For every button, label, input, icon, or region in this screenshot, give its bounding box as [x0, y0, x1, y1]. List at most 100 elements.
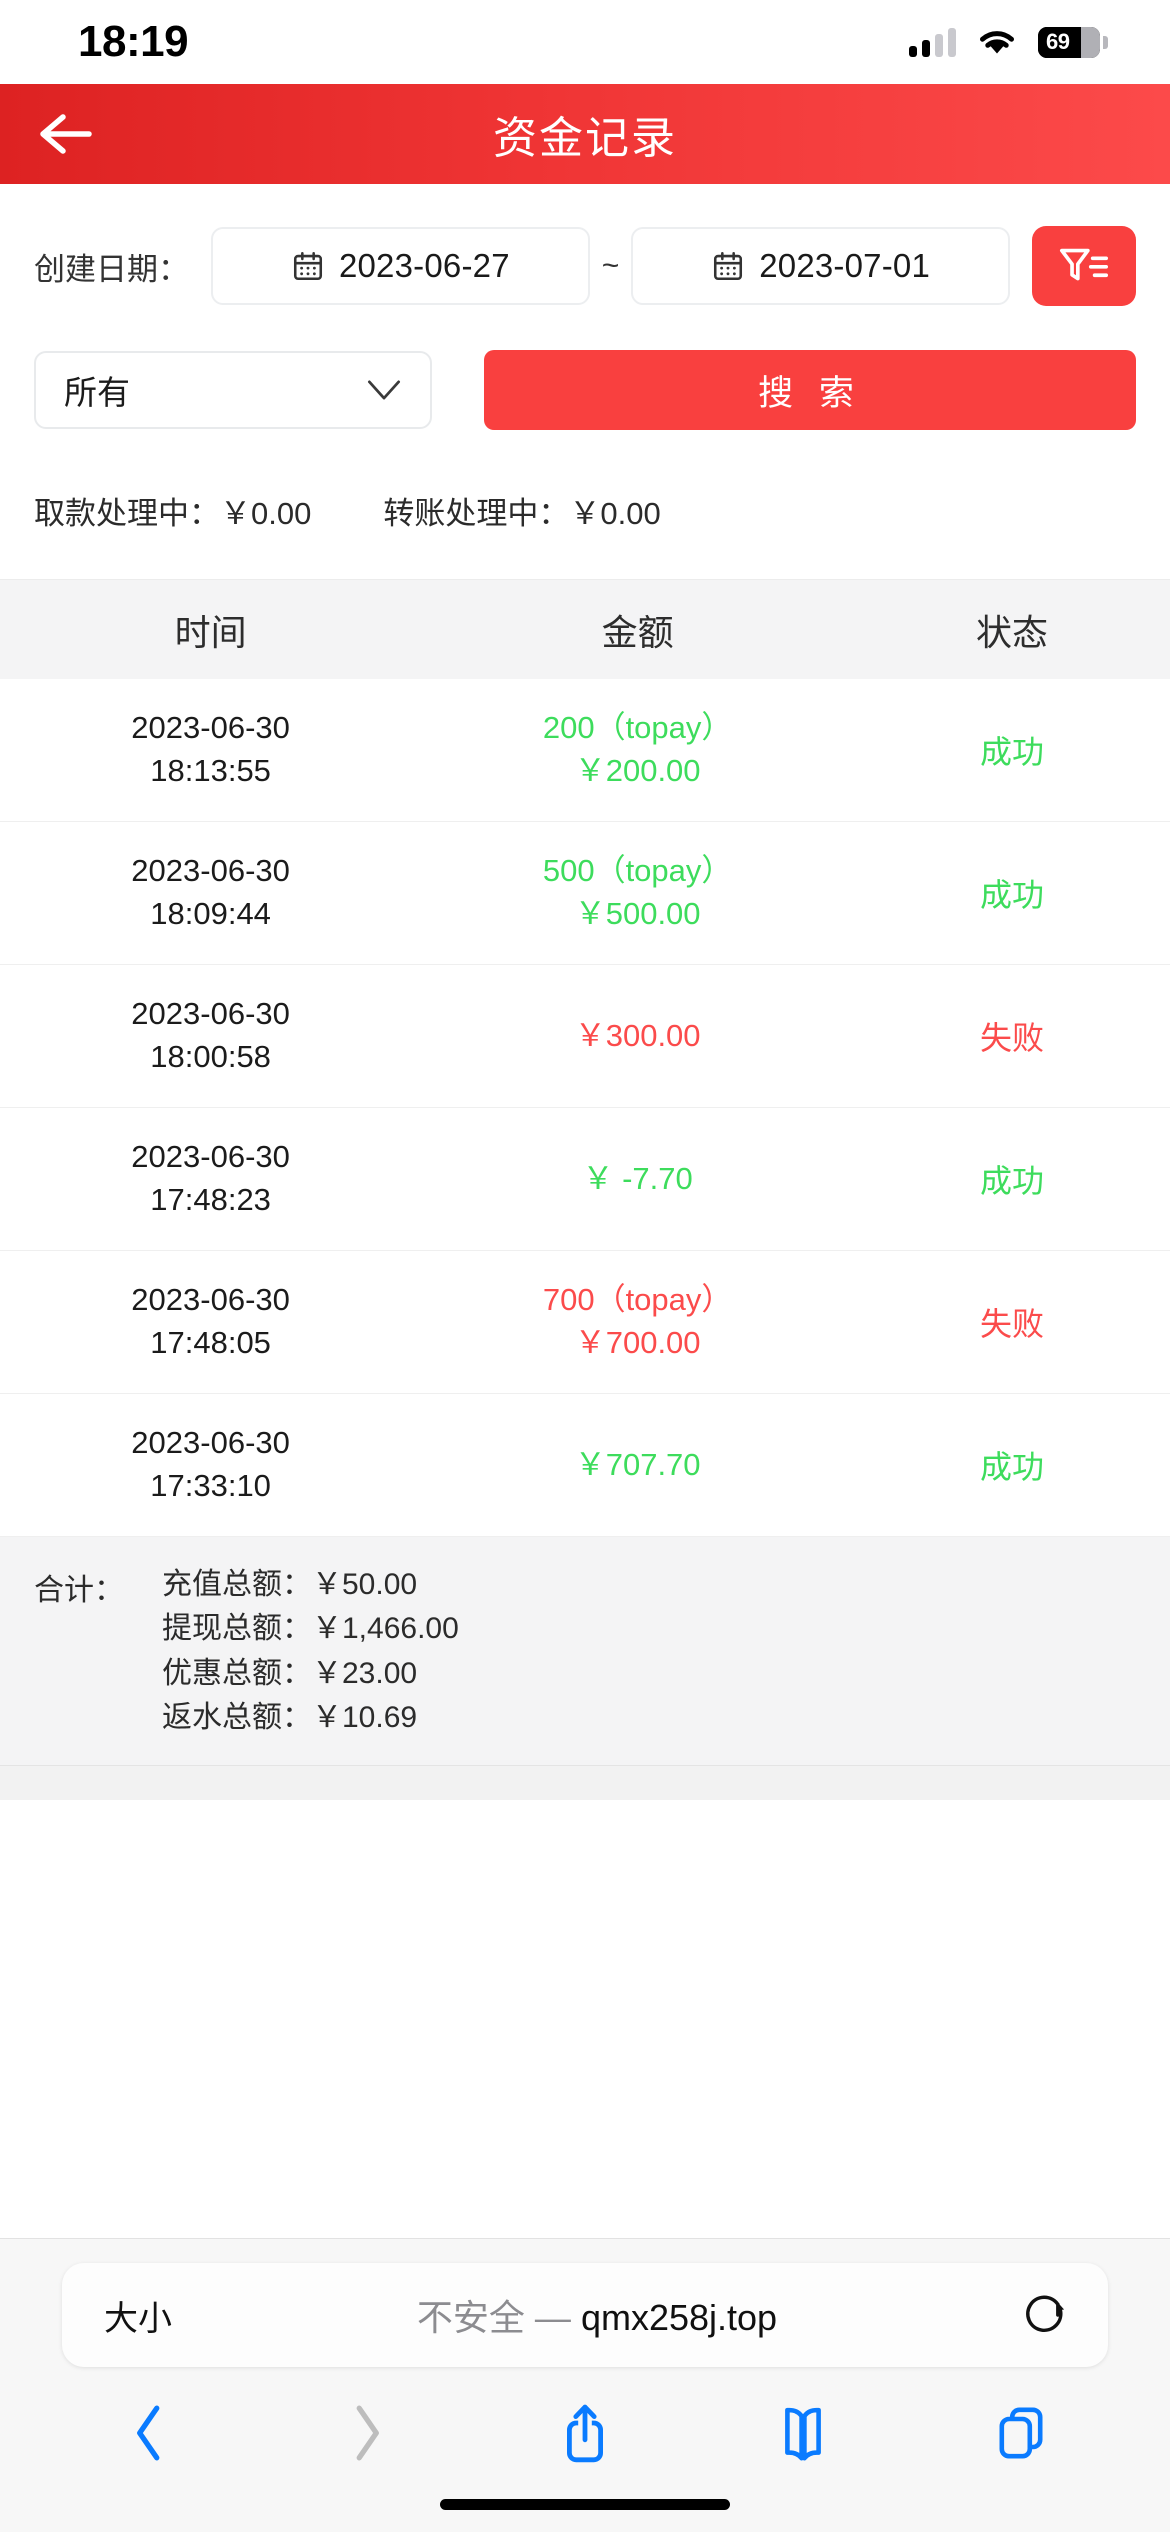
back-arrow-icon[interactable] [26, 95, 104, 173]
status-bar-clock: 18:19 [78, 17, 189, 66]
cell-amount: ￥300.00 [421, 1015, 854, 1058]
cell-amount-note: 700（topay） [542, 1282, 733, 1318]
filter-panel: 创建日期： 2023-06-27 ~ 2023-07-01 [0, 184, 1170, 579]
type-select[interactable]: 所有 [34, 351, 432, 429]
cell-amount-value: ￥300.00 [574, 1017, 701, 1053]
cell-status: 成功 [980, 877, 1045, 913]
totals-list: 充值总额：￥50.00 提现总额：￥1,466.00 优惠总额：￥23.00 返水总额… [124, 1563, 459, 1741]
cell-clock: 17:33:10 [150, 1468, 271, 1503]
reload-icon[interactable] [1022, 2292, 1068, 2338]
bookmarks-icon[interactable] [748, 2385, 858, 2481]
calendar-icon [293, 251, 322, 281]
cell-status: 成功 [980, 1449, 1045, 1485]
column-header-time: 时间 [174, 611, 247, 653]
battery-icon: 69 [1038, 26, 1108, 58]
cell-amount-value: ￥707.70 [574, 1446, 701, 1482]
table-row[interactable]: 2023-06-30 17:48:05 700（topay） ￥700.00 失败 [0, 1251, 1170, 1394]
cell-amount-value: ￥200.00 [574, 753, 701, 788]
battery-percent: 69 [1046, 29, 1070, 54]
date-from-input[interactable]: 2023-06-27 [211, 227, 590, 305]
date-to-input[interactable]: 2023-07-01 [631, 227, 1010, 305]
cell-amount-value: ￥500.00 [574, 896, 701, 931]
cell-date: 2023-06-30 [131, 1425, 290, 1461]
totals-line: 优惠总额：￥23.00 [162, 1656, 418, 1690]
cell-amount: ￥ -7.70 [421, 1158, 854, 1201]
cell-date: 2023-06-30 [131, 996, 290, 1032]
cell-clock: 18:00:58 [150, 1039, 271, 1074]
cell-clock: 17:48:23 [150, 1182, 271, 1217]
cell-amount-note: 200（topay） [542, 710, 733, 746]
transfer-pending-label: 转账处理中： [383, 496, 570, 531]
cell-status: 失败 [980, 1306, 1045, 1342]
date-range-row: 创建日期： 2023-06-27 ~ 2023-07-01 [34, 226, 1136, 306]
column-header-status: 状态 [976, 611, 1049, 653]
table-row[interactable]: 2023-06-30 18:00:58 ￥300.00 失败 [0, 965, 1170, 1108]
date-from-value: 2023-06-27 [338, 247, 510, 284]
cell-status: 成功 [980, 734, 1045, 770]
transfer-pending: 转账处理中：￥0.00 [383, 488, 660, 533]
cell-date: 2023-06-30 [131, 1282, 290, 1318]
cell-status: 成功 [980, 1163, 1045, 1199]
type-and-search-row: 所有 搜 索 [34, 350, 1136, 430]
withdraw-pending: 取款处理中：￥0.00 [34, 488, 311, 533]
tabs-icon[interactable] [966, 2385, 1076, 2481]
page-filler [0, 1765, 1170, 1800]
cell-clock: 18:09:44 [150, 896, 271, 931]
insecure-label: 不安全 — [416, 2297, 571, 2338]
table-row[interactable]: 2023-06-30 17:33:10 ￥707.70 成功 [0, 1394, 1170, 1537]
totals-label: 合计： [34, 1574, 124, 1607]
table-row[interactable]: 2023-06-30 17:48:23 ￥ -7.70 成功 [0, 1108, 1170, 1251]
status-bar: 18:19 69 [0, 0, 1170, 84]
type-select-value: 所有 [64, 374, 130, 411]
search-button[interactable]: 搜 索 [484, 350, 1136, 430]
address-bar[interactable]: 大小 不安全 — qmx258j.top [62, 2263, 1108, 2367]
cell-amount: 700（topay） ￥700.00 [421, 1279, 854, 1365]
cell-amount: ￥707.70 [421, 1444, 854, 1487]
pending-summary-row: 取款处理中：￥0.00 转账处理中：￥0.00 [34, 488, 1136, 573]
cell-time: 2023-06-30 17:48:23 [0, 1136, 421, 1222]
cell-status: 失败 [980, 1020, 1045, 1056]
totals-line: 返水总额：￥10.69 [162, 1701, 418, 1735]
forward-icon [312, 2385, 422, 2481]
withdraw-pending-label: 取款处理中： [34, 496, 220, 531]
app-header: 资金记录 [0, 84, 1170, 184]
table-row[interactable]: 2023-06-30 18:09:44 500（topay） ￥500.00 成功 [0, 822, 1170, 965]
share-icon[interactable] [530, 2385, 640, 2481]
cell-time: 2023-06-30 17:33:10 [0, 1422, 421, 1508]
date-to-value: 2023-07-01 [759, 247, 931, 284]
cell-amount: 200（topay） ￥200.00 [421, 707, 854, 793]
filter-funnel-icon [1059, 248, 1109, 281]
totals-line: 提现总额：￥1,466.00 [162, 1612, 459, 1646]
table-header: 时间 金额 状态 [0, 579, 1170, 679]
date-range-separator: ~ [601, 249, 620, 282]
cellular-signal-icon [909, 27, 956, 57]
date-range-label: 创建日期： [34, 251, 189, 287]
cell-time: 2023-06-30 17:48:05 [0, 1279, 421, 1365]
host-label: qmx258j.top [580, 2297, 778, 2338]
cell-clock: 18:13:55 [150, 753, 271, 788]
column-header-amount: 金额 [601, 611, 674, 653]
cell-date: 2023-06-30 [131, 710, 290, 746]
chevron-down-icon [367, 380, 401, 400]
cell-time: 2023-06-30 18:00:58 [0, 993, 421, 1079]
page-size-button[interactable]: 大小 [104, 2299, 172, 2338]
table-row[interactable]: 2023-06-30 18:13:55 200（topay） ￥200.00 成功 [0, 679, 1170, 822]
browser-toolbar [0, 2367, 1170, 2499]
browser-chrome: 大小 不安全 — qmx258j.top [0, 2238, 1170, 2532]
calendar-icon [714, 251, 743, 281]
cell-time: 2023-06-30 18:09:44 [0, 850, 421, 936]
cell-date: 2023-06-30 [131, 1139, 290, 1175]
back-icon[interactable] [94, 2385, 204, 2481]
cell-time: 2023-06-30 18:13:55 [0, 707, 421, 793]
cell-amount: 500（topay） ￥500.00 [421, 850, 854, 936]
status-bar-indicators: 69 [909, 26, 1108, 58]
cell-amount-value: ￥700.00 [574, 1325, 701, 1360]
filter-button[interactable] [1032, 226, 1136, 306]
address-bar-text[interactable]: 不安全 — qmx258j.top [172, 2289, 1022, 2341]
totals-line: 充值总额：￥50.00 [162, 1568, 418, 1601]
transfer-pending-value: ￥0.00 [569, 496, 661, 531]
page-title: 资金记录 [493, 114, 677, 163]
withdraw-pending-value: ￥0.00 [220, 496, 312, 531]
cell-amount-value: ￥ -7.70 [582, 1160, 693, 1196]
table-body: 2023-06-30 18:13:55 200（topay） ￥200.00 成功 202… [0, 679, 1170, 1537]
